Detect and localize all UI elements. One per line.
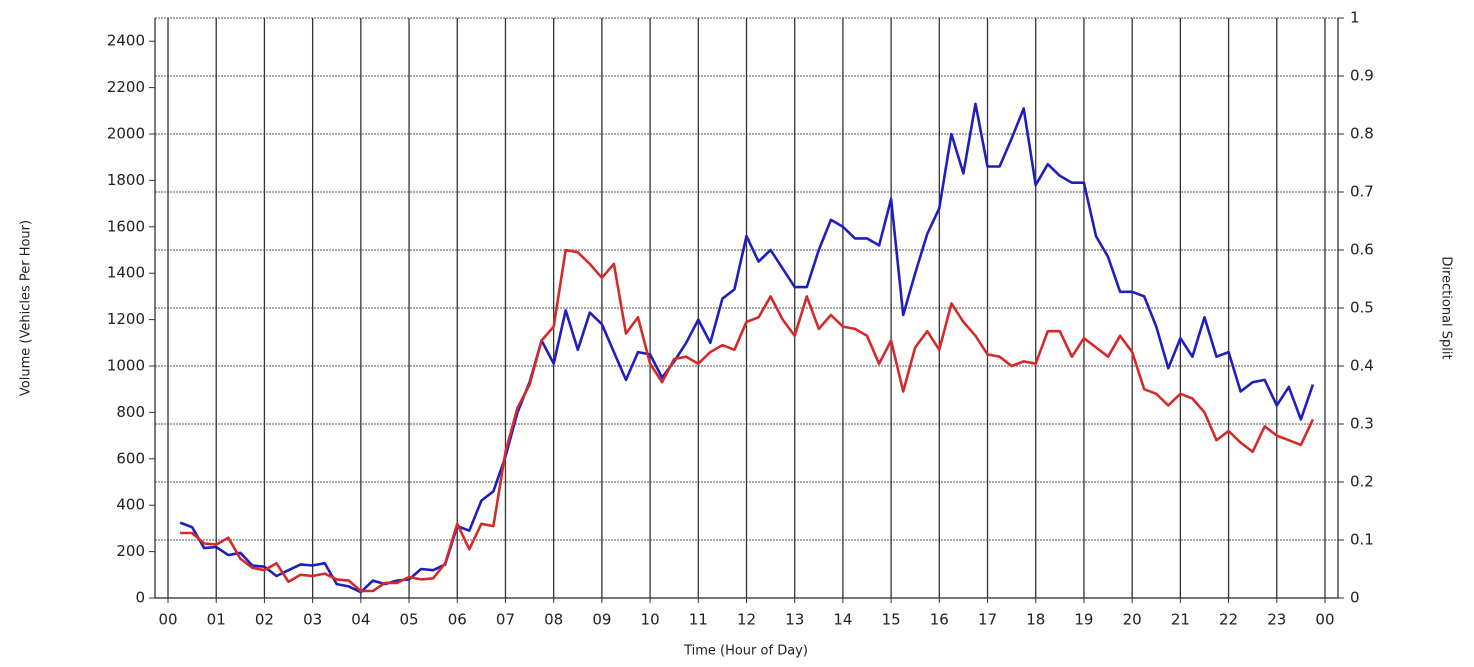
y2-tick-label: 0.3 [1350, 415, 1374, 433]
x-tick-label: 22 [1219, 611, 1238, 629]
x-tick-label: 10 [641, 611, 660, 629]
x-tick-label: 23 [1267, 611, 1286, 629]
x-tick-label: 00 [158, 611, 177, 629]
x-tick-label: 20 [1123, 611, 1142, 629]
y2-tick-label: 0.6 [1350, 241, 1374, 259]
x-tick-label: 01 [207, 611, 226, 629]
x-tick-label: 00 [1315, 611, 1334, 629]
y2-tick-label: 0.2 [1350, 473, 1374, 491]
x-tick-label: 03 [303, 611, 322, 629]
y-tick-label: 0 [135, 589, 145, 607]
y2-tick-label: 0.1 [1350, 531, 1374, 549]
y-tick-label: 1600 [107, 217, 145, 235]
y-tick-label: 800 [116, 403, 145, 421]
y-tick-label: 2000 [107, 125, 145, 143]
x-tick-label: 13 [785, 611, 804, 629]
y-tick-label: 400 [116, 496, 145, 514]
x-tick-label: 06 [448, 611, 467, 629]
y-tick-label: 2400 [107, 32, 145, 50]
x-tick-label: 09 [592, 611, 611, 629]
y2-tick-label: 0.7 [1350, 183, 1374, 201]
series-line [180, 248, 1315, 593]
y-axis-title: Volume (Vehicles Per Hour) [19, 220, 34, 396]
x-tick-label: 07 [496, 611, 515, 629]
y-tick-label: 2200 [107, 78, 145, 96]
x-tick-label: 14 [833, 611, 852, 629]
x-tick-label: 08 [544, 611, 563, 629]
y-tick-label: 1000 [107, 357, 145, 375]
y-tick-label: 1200 [107, 310, 145, 328]
x-tick-label: 11 [689, 611, 708, 629]
x-tick-label: 19 [1074, 611, 1093, 629]
y2-tick-label: 1 [1350, 9, 1360, 27]
x-tick-label: 02 [255, 611, 274, 629]
y-tick-label: 1800 [107, 171, 145, 189]
x-tick-label: 15 [882, 611, 901, 629]
y-tick-label: 600 [116, 449, 145, 467]
x-tick-label: 18 [1026, 611, 1045, 629]
y2-axis-title: Directional Split [1439, 256, 1454, 359]
x-axis-title: Time (Hour of Day) [683, 644, 808, 659]
x-tick-label: 12 [737, 611, 756, 629]
y2-tick-label: 0.9 [1350, 67, 1374, 85]
series-line [179, 102, 1315, 594]
y2-tick-label: 0.8 [1350, 125, 1374, 143]
x-tick-label: 21 [1171, 611, 1190, 629]
y2-tick-label: 0.5 [1350, 299, 1374, 317]
y2-tick-label: 0.4 [1350, 357, 1374, 375]
x-tick-label: 05 [400, 611, 419, 629]
y-tick-label: 1400 [107, 264, 145, 282]
y-tick-label: 200 [116, 542, 145, 560]
x-tick-label: 17 [978, 611, 997, 629]
y2-tick-label: 0 [1350, 589, 1360, 607]
x-tick-label: 16 [930, 611, 949, 629]
x-tick-label: 04 [351, 611, 370, 629]
